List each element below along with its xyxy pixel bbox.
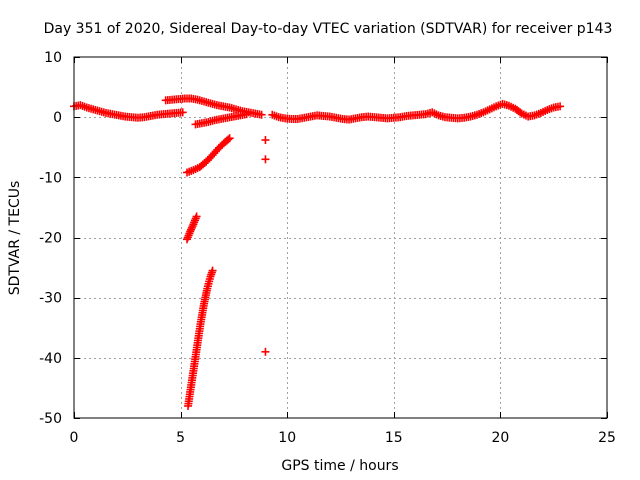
data-point — [556, 102, 565, 111]
plot-frame — [73, 56, 608, 419]
data-point — [261, 347, 270, 356]
y-tick-label: 0 — [53, 110, 62, 126]
data-point — [261, 136, 270, 145]
y-tick-label: -10 — [39, 170, 62, 186]
data-point — [225, 134, 234, 143]
x-tick-label: 20 — [491, 430, 509, 446]
data-point — [178, 108, 187, 117]
y-tick-label: -30 — [39, 291, 62, 307]
x-tick-label: 10 — [278, 430, 296, 446]
data-point — [261, 155, 270, 164]
x-tick-label: 5 — [176, 430, 185, 446]
data-points — [70, 94, 565, 410]
x-tick-label: 15 — [385, 430, 403, 446]
axis-tick-labels: 0 5 10 15 20 25 10 0 -10 -20 -30 -40 -50 — [39, 50, 616, 446]
x-axis-label: GPS time / hours — [281, 458, 398, 474]
y-tick-label: -40 — [39, 351, 62, 367]
data-point — [257, 110, 266, 119]
y-axis-label: SDTVAR / TECUs — [7, 181, 23, 296]
y-tick-label: -20 — [39, 231, 62, 247]
data-point — [192, 212, 201, 221]
data-point — [242, 110, 251, 119]
x-tick-label: 0 — [70, 430, 79, 446]
x-tick-label: 25 — [598, 430, 616, 446]
data-point — [208, 266, 217, 275]
axis-ticks — [74, 57, 608, 419]
y-tick-label: 10 — [44, 50, 62, 66]
chart-title: Day 351 of 2020, Sidereal Day-to-day VTE… — [44, 21, 613, 37]
data-point-fill — [224, 135, 233, 144]
y-tick-label: -50 — [39, 411, 62, 427]
